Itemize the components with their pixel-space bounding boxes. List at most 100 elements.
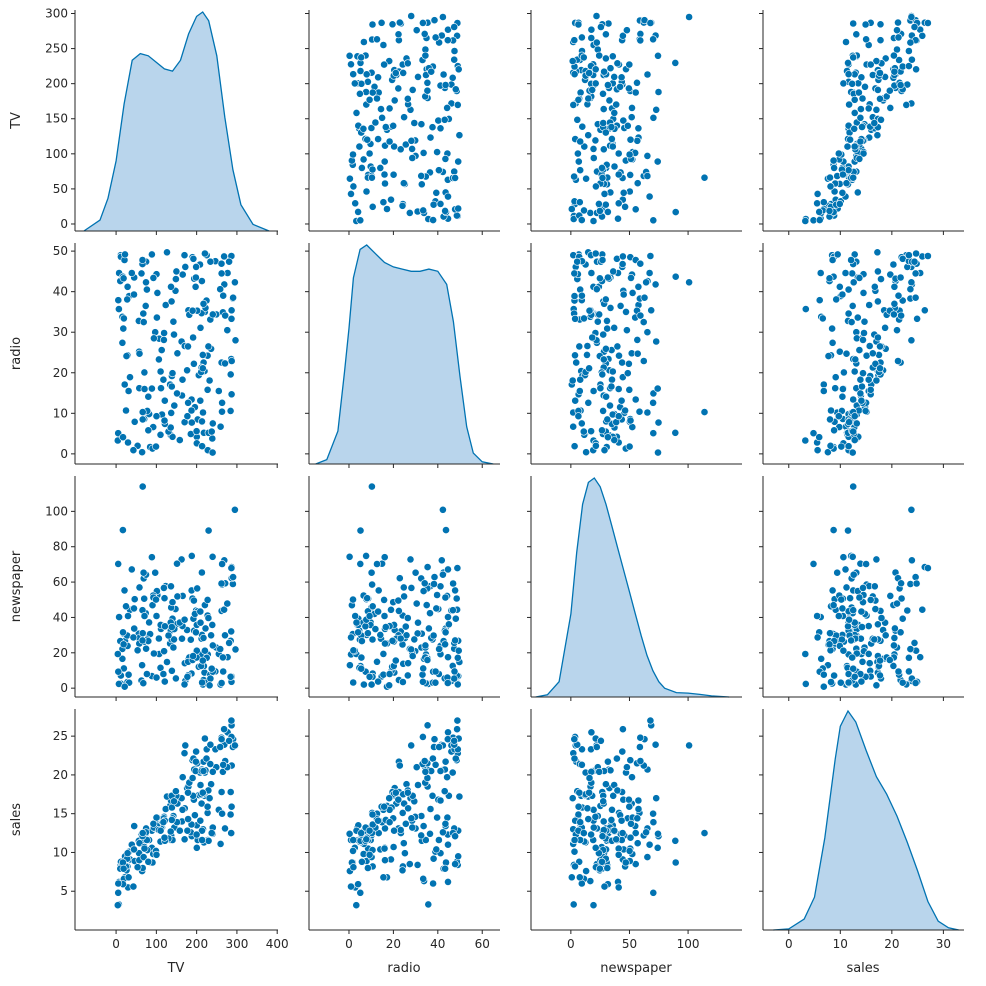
scatter-point <box>408 144 416 153</box>
scatter-point <box>671 208 680 216</box>
scatter-point <box>216 743 225 751</box>
scatter-point <box>427 67 436 76</box>
scatter-point <box>916 653 925 662</box>
scatter-point <box>349 595 357 604</box>
scatter-point <box>825 206 834 215</box>
y-tick-label: 200 <box>45 77 68 91</box>
scatter-point <box>639 318 648 326</box>
scatter-point <box>608 142 617 151</box>
scatter-point <box>119 628 127 637</box>
scatter-point <box>199 299 208 308</box>
y-tick-label: 20 <box>53 768 68 782</box>
scatter-point <box>584 94 593 103</box>
scatter-point <box>651 740 660 749</box>
scatter-point <box>861 20 870 29</box>
scatter-point <box>189 652 197 660</box>
scatter-point <box>671 428 680 437</box>
scatter-point <box>619 31 627 40</box>
scatter-point <box>157 346 166 354</box>
scatter-point <box>208 419 217 428</box>
scatter-point <box>893 599 901 608</box>
scatter-point <box>198 788 207 797</box>
scatter-point <box>625 84 633 93</box>
scatter-point <box>178 375 187 384</box>
scatter-point <box>127 565 136 574</box>
scatter-point <box>645 192 654 201</box>
scatter-point <box>585 306 594 315</box>
scatter-point <box>849 606 858 615</box>
scatter-point <box>905 667 913 676</box>
scatter-point <box>381 623 390 631</box>
scatter-point <box>426 829 434 838</box>
scatter-point <box>570 172 578 181</box>
scatter-point <box>444 613 452 621</box>
scatter-point <box>587 34 596 42</box>
scatter-point <box>453 716 462 725</box>
scatter-point <box>628 773 636 782</box>
scatter-point <box>855 88 863 97</box>
scatter-point <box>597 23 605 31</box>
scatter-point <box>191 628 200 637</box>
scatter-point <box>591 136 600 145</box>
scatter-point <box>582 867 590 875</box>
kde-area-sales <box>773 711 959 930</box>
scatter-point <box>602 344 610 353</box>
scatter-point <box>171 674 180 683</box>
scatter-point <box>203 802 212 811</box>
scatter-point <box>417 171 426 180</box>
scatter-point <box>180 251 189 260</box>
scatter-point <box>454 65 463 74</box>
scatter-point <box>671 836 680 845</box>
scatter-point <box>352 618 361 627</box>
scatter-point <box>374 135 382 143</box>
scatter-point <box>140 844 149 853</box>
scatter-point <box>890 67 899 76</box>
scatter-point <box>138 482 147 491</box>
scatter-point <box>170 401 179 410</box>
scatter-point <box>614 385 623 393</box>
scatter-point <box>187 406 196 415</box>
scatter-point <box>208 552 217 561</box>
scatter-point <box>876 656 884 665</box>
scatter-point <box>168 369 177 378</box>
scatter-point <box>147 250 156 259</box>
scatter-point <box>577 216 586 224</box>
scatter-point <box>413 861 422 869</box>
scatter-point <box>607 816 616 824</box>
x-tick-label: 0 <box>345 937 353 951</box>
scatter-point <box>160 833 169 842</box>
x-axis-label-sales: sales <box>846 961 879 976</box>
scatter-point <box>126 373 134 382</box>
scatter-point <box>585 364 593 373</box>
scatter-point <box>610 109 619 117</box>
scatter-point <box>592 12 601 20</box>
scatter-point <box>217 259 226 268</box>
scatter-point <box>596 274 604 283</box>
scatter-point <box>633 814 642 823</box>
scatter-point <box>636 36 645 45</box>
scatter-point <box>833 568 842 577</box>
scatter-point <box>218 407 226 416</box>
scatter-point <box>801 650 810 658</box>
scatter-point <box>444 565 452 574</box>
scatter-point <box>138 415 147 424</box>
scatter-point <box>864 622 873 630</box>
scatter-point <box>606 401 614 410</box>
scatter-point <box>430 16 439 25</box>
scatter-point <box>349 150 357 159</box>
scatter-point <box>207 829 216 837</box>
scatter-point <box>649 888 658 897</box>
y-axis-label-newspaper: newspaper <box>9 550 24 622</box>
scatter-point <box>801 436 810 445</box>
scatter-point <box>924 564 932 572</box>
scatter-point <box>850 142 859 151</box>
scatter-point <box>436 796 445 805</box>
scatter-point <box>866 60 875 69</box>
scatter-point <box>653 384 662 393</box>
scatter-point <box>205 376 214 385</box>
scatter-point <box>171 787 180 796</box>
scatter-point <box>578 291 586 300</box>
scatter-point <box>357 79 366 88</box>
scatter-point <box>924 19 932 27</box>
scatter-point <box>401 140 410 149</box>
